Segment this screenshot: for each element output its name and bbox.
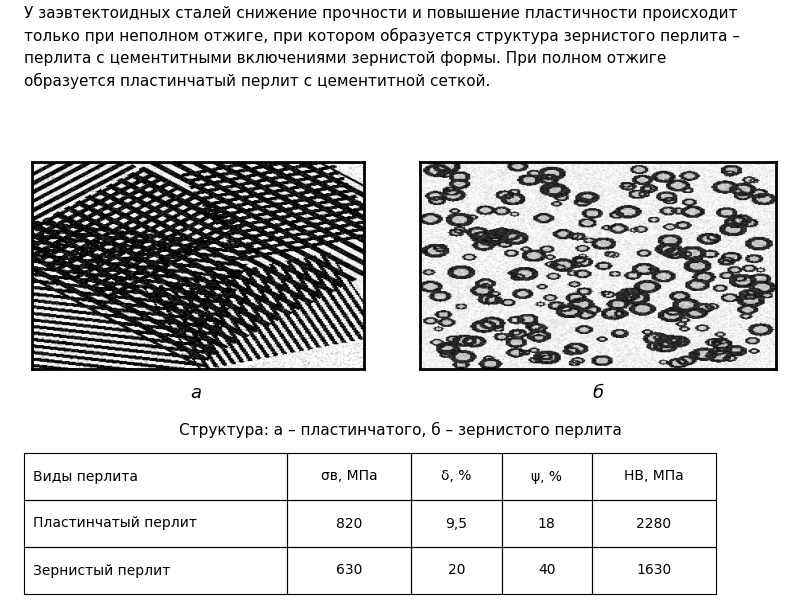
Text: 18: 18 (538, 517, 555, 530)
Text: У заэвтектоидных сталей снижение прочности и повышение пластичности происходит
т: У заэвтектоидных сталей снижение прочнос… (24, 6, 740, 89)
Bar (502, 547, 592, 594)
Text: 2280: 2280 (636, 517, 671, 530)
Text: НВ, МПа: НВ, МПа (624, 469, 684, 484)
Text: δ, %: δ, % (442, 469, 471, 484)
Text: 9,5: 9,5 (446, 517, 467, 530)
Text: 1630: 1630 (636, 563, 671, 577)
Bar (411, 453, 502, 500)
Bar (502, 453, 592, 500)
Text: 40: 40 (538, 563, 555, 577)
Bar (411, 500, 502, 547)
Text: 20: 20 (448, 563, 465, 577)
Text: ψ, %: ψ, % (531, 469, 562, 484)
Bar (592, 547, 716, 594)
Text: б: б (593, 385, 604, 403)
Bar (24, 453, 287, 500)
Bar (287, 500, 411, 547)
Text: Зернистый перлит: Зернистый перлит (33, 563, 170, 577)
Text: 820: 820 (336, 517, 362, 530)
Bar (24, 547, 287, 594)
Bar (24, 500, 287, 547)
Text: а: а (190, 385, 202, 403)
Bar (287, 453, 411, 500)
Text: Пластинчатый перлит: Пластинчатый перлит (33, 517, 197, 530)
Bar (592, 453, 716, 500)
Bar (502, 500, 592, 547)
Text: Виды перлита: Виды перлита (33, 469, 138, 484)
Text: σв, МПа: σв, МПа (321, 469, 378, 484)
Bar (411, 547, 502, 594)
Text: 630: 630 (336, 563, 362, 577)
Bar (287, 547, 411, 594)
Text: Структура: а – пластинчатого, б – зернистого перлита: Структура: а – пластинчатого, б – зернис… (178, 422, 622, 437)
Bar (592, 500, 716, 547)
